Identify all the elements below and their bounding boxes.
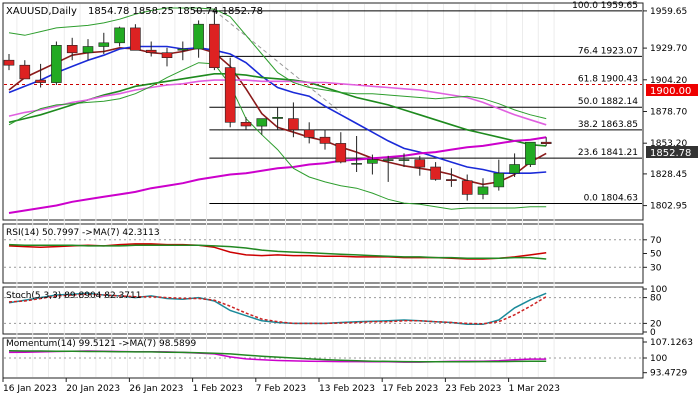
price-ma-line xyxy=(8,136,547,214)
candle-body xyxy=(224,67,236,123)
candle-body xyxy=(414,159,426,168)
candle-body xyxy=(288,118,299,131)
trend-line xyxy=(214,10,342,113)
candle-body xyxy=(477,186,489,195)
candle-body xyxy=(351,163,362,165)
candle-body xyxy=(303,129,315,138)
candle-body xyxy=(446,179,457,182)
stoch-title: Stoch(5,3,3) 89.8904 82.3711 xyxy=(6,291,141,301)
candle-body xyxy=(367,159,378,164)
candle-body xyxy=(19,64,31,80)
candle-body xyxy=(272,117,283,119)
candle-body xyxy=(98,42,110,47)
candle-body xyxy=(493,172,505,188)
current-price-tag xyxy=(646,146,698,158)
rsi-title: RSI(14) 50.7997 ->MA(7) 42.3113 xyxy=(6,228,160,238)
fib-level-label: 0.0 1804.63 xyxy=(584,194,638,204)
indicator-axis-label: 70 xyxy=(650,236,662,246)
date-axis-label: 7 Feb 2023 xyxy=(256,384,306,394)
price-ma-line xyxy=(8,7,547,120)
fib-level-label: 38.2 1863.85 xyxy=(578,120,638,130)
indicator-axis-label: 93.4729 xyxy=(650,369,687,379)
price-axis-label: 1828.45 xyxy=(650,170,687,180)
indicator-line xyxy=(8,293,547,325)
date-axis-label: 17 Feb 2023 xyxy=(382,384,438,394)
candle-body xyxy=(130,27,141,51)
candle-body xyxy=(335,143,347,163)
indicator-axis-label: 0 xyxy=(650,328,656,338)
candle-body xyxy=(193,23,204,50)
candle-body xyxy=(3,59,15,66)
resistance-price-label: 1900.00 xyxy=(650,86,691,97)
price-axis-label: 1904.20 xyxy=(650,76,687,86)
ohlc-label: 1854.78 1858.25 1850.74 1852.78 xyxy=(88,6,263,17)
candle-body xyxy=(509,164,520,174)
price-ma-line xyxy=(8,79,547,126)
candle-body xyxy=(240,122,252,127)
candle-body xyxy=(82,46,94,53)
price-axis-label: 1802.95 xyxy=(650,202,687,212)
date-axis-label: 20 Jan 2023 xyxy=(66,384,120,394)
fib-level-label: 76.4 1923.07 xyxy=(578,46,638,56)
indicator-line xyxy=(8,350,547,363)
date-axis-label: 13 Feb 2023 xyxy=(319,384,375,394)
candle-body xyxy=(540,141,552,144)
candle-body xyxy=(35,79,46,83)
indicator-axis-label: 100 xyxy=(650,285,667,295)
symbol-label: XAUUSD,Daily xyxy=(6,6,77,17)
fib-level-label: 61.8 1900.43 xyxy=(578,75,638,85)
candle-body xyxy=(461,180,473,195)
indicator-axis-label: 100 xyxy=(650,354,667,364)
indicator-axis-label: 30 xyxy=(650,263,662,273)
fib-level-label: 23.6 1841.21 xyxy=(578,148,638,158)
candle-body xyxy=(177,48,189,51)
price-axis-label: 1853.20 xyxy=(650,139,687,149)
date-axis-label: 26 Jan 2023 xyxy=(129,384,183,394)
candle-body xyxy=(145,49,157,54)
date-axis-label: 16 Jan 2023 xyxy=(3,384,57,394)
resistance-price-tag xyxy=(646,84,698,96)
indicator-axis-label: 107.1263 xyxy=(650,338,693,348)
candle-body xyxy=(319,136,331,144)
date-axis-label: 1 Feb 2023 xyxy=(193,384,243,394)
indicator-axis-label: 80 xyxy=(650,294,662,304)
indicator-axis-label: 50 xyxy=(650,250,662,260)
candle-body xyxy=(51,44,62,83)
candle-body xyxy=(114,27,125,44)
price-ma-line xyxy=(8,45,547,174)
current-price-label: 1852.78 xyxy=(650,148,691,159)
main-panel-frame xyxy=(2,2,644,221)
candle-body xyxy=(382,159,394,161)
label-layer: 100.0 1959.65 76.4 1923.07 61.8 1900.43 50.… xyxy=(2,1,693,394)
date-axis-label: 1 Mar 2023 xyxy=(509,384,560,394)
candle-body xyxy=(256,118,268,127)
indicator-layer xyxy=(8,243,547,363)
fib-level-label: 100.0 1959.65 xyxy=(572,1,638,11)
candle-body xyxy=(398,159,410,161)
candle-body xyxy=(161,52,173,59)
candle-body xyxy=(430,166,441,180)
price-ma-line xyxy=(8,62,547,210)
price-axis-label: 1959.65 xyxy=(650,7,687,17)
indicator-axis-label: 20 xyxy=(650,319,662,329)
price-axis-label: 1878.70 xyxy=(650,108,687,118)
candle-body xyxy=(209,23,220,69)
date-axis-label: 23 Feb 2023 xyxy=(445,384,501,394)
fib-level-label: 50.0 1882.14 xyxy=(578,97,638,107)
price-layer xyxy=(3,7,642,214)
price-axis-label: 1929.70 xyxy=(650,44,687,54)
indicator-line xyxy=(8,243,547,260)
candle-body xyxy=(66,44,78,54)
momentum-title: Momentum(14) 99.5121 ->MA(7) 98.5899 xyxy=(6,339,197,349)
candle-body xyxy=(525,141,536,165)
